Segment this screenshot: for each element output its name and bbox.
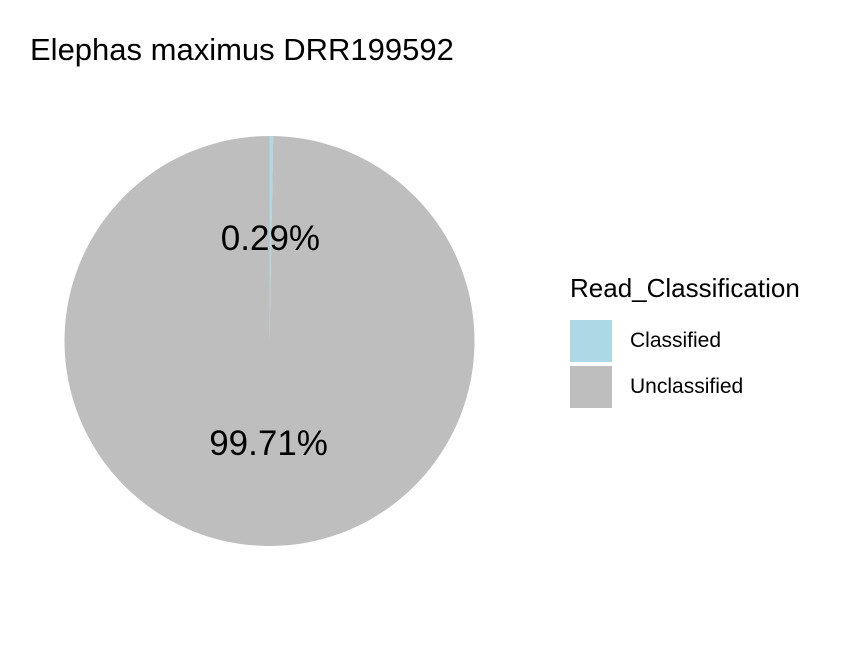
legend-item-classified: Classified	[570, 318, 800, 364]
pie-slice-unclassified	[64, 136, 475, 546]
chart-title: Elephas maximus DRR199592	[30, 32, 454, 67]
pie-labels: 0.29% 99.71%	[209, 219, 328, 463]
slice-label-unclassified: 99.71%	[209, 424, 328, 463]
legend: Read_Classification Classified Unclassifi…	[570, 273, 800, 410]
legend-items: Classified Unclassified	[570, 318, 800, 410]
slice-label-classified: 0.29%	[221, 219, 320, 258]
legend-item-unclassified: Unclassified	[570, 364, 800, 410]
legend-label-classified: Classified	[630, 329, 722, 352]
pie-slice-classified	[269, 136, 274, 341]
legend-title: Read_Classification	[570, 273, 800, 303]
legend-swatch-classified	[570, 320, 612, 362]
legend-label-unclassified: Unclassified	[630, 375, 744, 398]
legend-swatch-unclassified	[570, 366, 612, 408]
pie-slices	[64, 136, 475, 546]
